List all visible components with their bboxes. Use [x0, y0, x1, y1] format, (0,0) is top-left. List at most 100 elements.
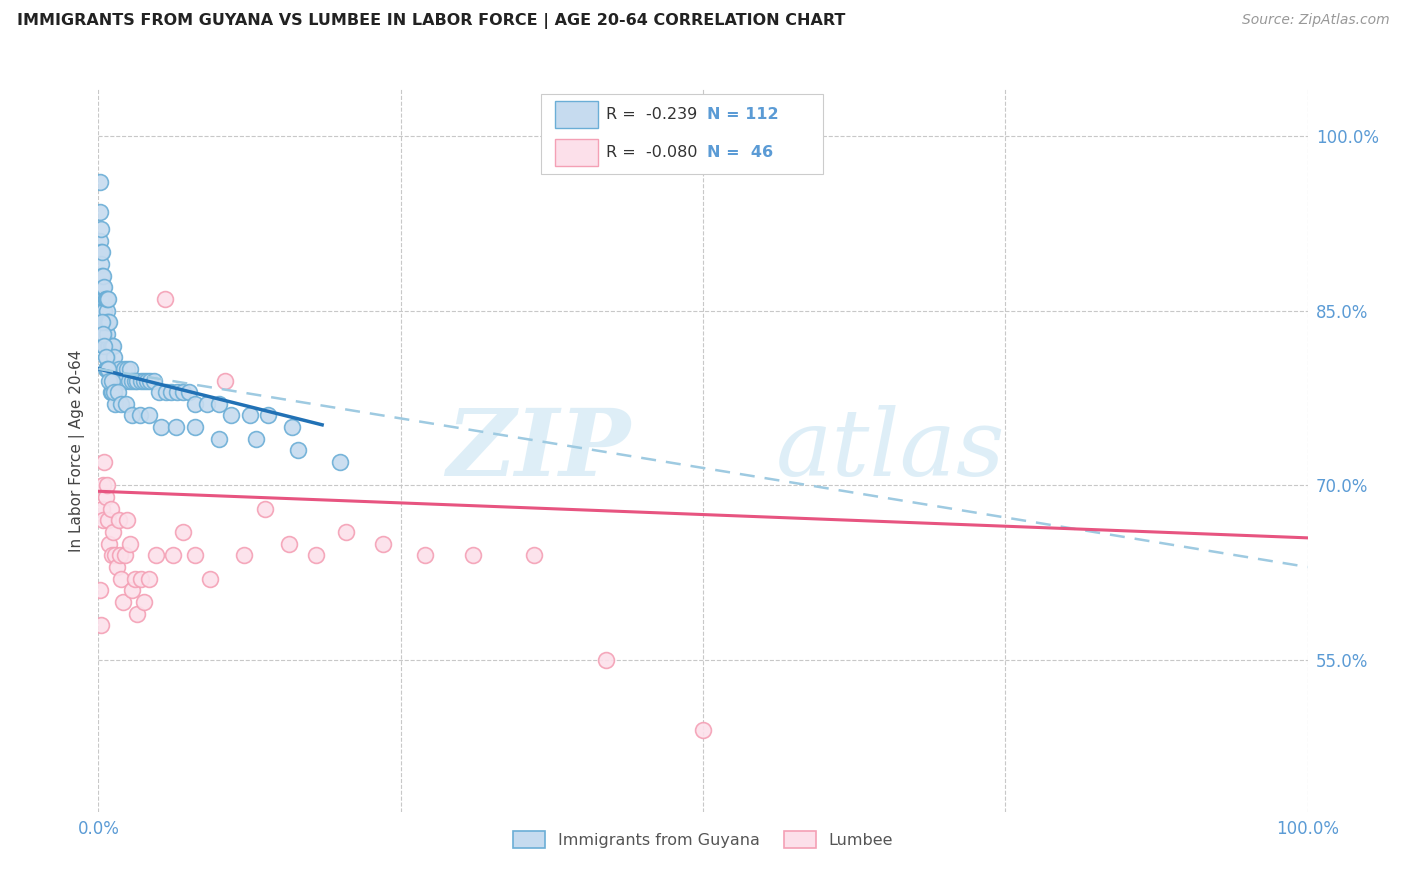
Point	[91, 280, 114, 294]
Point	[96, 303, 118, 318]
Point	[413, 549, 436, 563]
Point	[93, 326, 115, 341]
Point	[90, 280, 112, 294]
Point	[127, 374, 149, 388]
Point	[94, 315, 117, 329]
Point	[179, 385, 201, 400]
Point	[463, 549, 485, 563]
Point	[138, 409, 160, 423]
Point	[90, 257, 112, 271]
Point	[172, 524, 194, 539]
Point	[195, 397, 218, 411]
Point	[89, 176, 111, 190]
Point	[105, 560, 128, 574]
Point	[184, 549, 207, 563]
Point	[90, 292, 112, 306]
Point	[98, 537, 121, 551]
Point	[121, 374, 143, 388]
Point	[91, 315, 114, 329]
Point	[101, 524, 124, 539]
Text: Source: ZipAtlas.com: Source: ZipAtlas.com	[1241, 13, 1389, 28]
Point	[91, 326, 114, 341]
Y-axis label: In Labor Force | Age 20-64: In Labor Force | Age 20-64	[69, 350, 84, 551]
Point	[128, 409, 150, 423]
Point	[91, 326, 114, 341]
Point	[100, 338, 122, 352]
Point	[160, 385, 183, 400]
Point	[100, 549, 122, 563]
Point	[329, 455, 352, 469]
Point	[93, 338, 115, 352]
Point	[162, 549, 184, 563]
Point	[129, 374, 152, 388]
Point	[107, 385, 129, 400]
Point	[111, 374, 134, 388]
Point	[371, 537, 394, 551]
Point	[97, 362, 120, 376]
Point	[184, 420, 207, 434]
Point	[278, 537, 301, 551]
Point	[96, 326, 118, 341]
Point	[110, 572, 132, 586]
Point	[93, 303, 115, 318]
Point	[165, 420, 187, 434]
Point	[145, 549, 167, 563]
Point	[90, 618, 112, 632]
Point	[692, 723, 714, 738]
Point	[103, 350, 125, 364]
Point	[100, 362, 122, 376]
Point	[121, 409, 143, 423]
Point	[89, 583, 111, 598]
Point	[117, 362, 139, 376]
Point	[138, 572, 160, 586]
Point	[91, 292, 114, 306]
Point	[117, 513, 139, 527]
Point	[91, 513, 114, 527]
Point	[124, 572, 146, 586]
Point	[104, 397, 127, 411]
Point	[104, 549, 127, 563]
Point	[91, 303, 114, 318]
Point	[91, 268, 114, 283]
Point	[281, 420, 304, 434]
Point	[97, 362, 120, 376]
Point	[91, 478, 114, 492]
Point	[97, 315, 120, 329]
Point	[111, 595, 134, 609]
Point	[90, 245, 112, 260]
Point	[96, 362, 118, 376]
Point	[256, 409, 278, 423]
Point	[108, 549, 131, 563]
Point	[101, 362, 124, 376]
Point	[100, 362, 122, 376]
Point	[103, 374, 125, 388]
Point	[94, 315, 117, 329]
Point	[91, 315, 114, 329]
Point	[91, 292, 114, 306]
Point	[93, 315, 115, 329]
Point	[595, 653, 617, 667]
Point	[93, 292, 115, 306]
Point	[97, 338, 120, 352]
Point	[96, 350, 118, 364]
Point	[155, 385, 177, 400]
Text: N =  46: N = 46	[707, 145, 773, 160]
Point	[98, 315, 121, 329]
Point	[91, 303, 114, 318]
Point	[287, 443, 309, 458]
Point	[150, 420, 173, 434]
Point	[93, 280, 115, 294]
Point	[108, 513, 131, 527]
Point	[335, 524, 357, 539]
Point	[184, 397, 207, 411]
Point	[221, 409, 243, 423]
Point	[94, 350, 117, 364]
Text: N = 112: N = 112	[707, 107, 779, 121]
Point	[103, 385, 125, 400]
Point	[97, 292, 120, 306]
Point	[115, 397, 138, 411]
Point	[89, 234, 111, 248]
Legend: Immigrants from Guyana, Lumbee: Immigrants from Guyana, Lumbee	[506, 825, 900, 855]
Point	[153, 292, 176, 306]
Point	[118, 362, 141, 376]
